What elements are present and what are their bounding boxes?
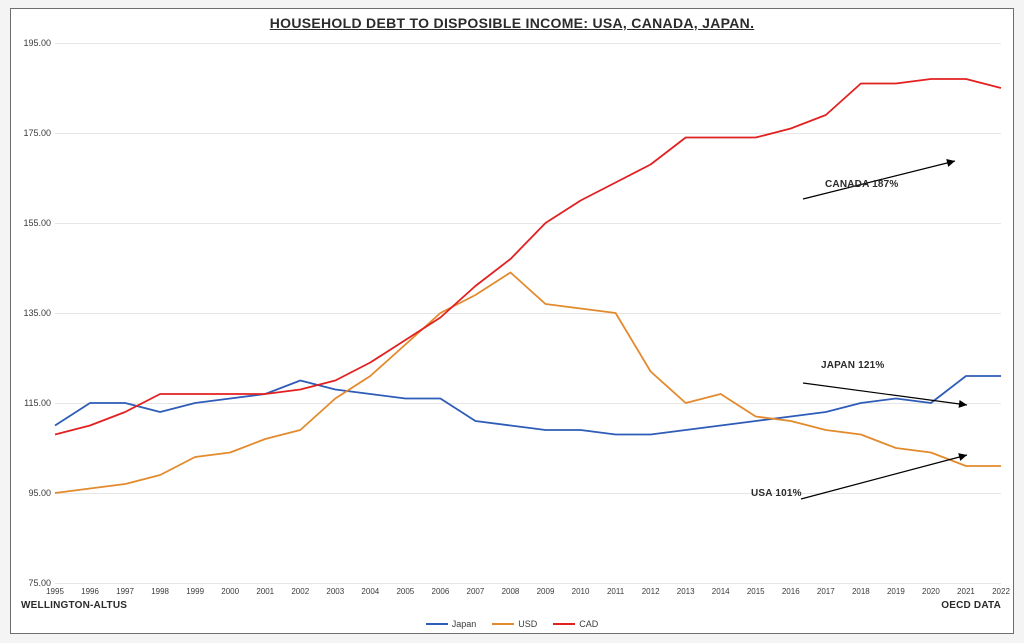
y-tick-label: 95.00 bbox=[17, 488, 51, 498]
x-tick-label: 2004 bbox=[356, 587, 384, 596]
annotation-arrowhead bbox=[946, 159, 955, 167]
x-tick-label: 2013 bbox=[672, 587, 700, 596]
y-tick-label: 135.00 bbox=[17, 308, 51, 318]
x-tick-label: 2007 bbox=[461, 587, 489, 596]
legend-swatch bbox=[553, 623, 575, 625]
legend-swatch bbox=[426, 623, 448, 625]
chart-outer: HOUSEHOLD DEBT TO DISPOSIBLE INCOME: USA… bbox=[10, 8, 1014, 634]
chart-title: HOUSEHOLD DEBT TO DISPOSIBLE INCOME: USA… bbox=[11, 15, 1013, 31]
x-tick-label: 2020 bbox=[917, 587, 945, 596]
y-tick-label: 115.00 bbox=[17, 398, 51, 408]
x-tick-label: 1996 bbox=[76, 587, 104, 596]
x-tick-label: 2003 bbox=[321, 587, 349, 596]
series-cad bbox=[55, 79, 1001, 435]
legend-label: Japan bbox=[452, 619, 477, 629]
legend-swatch bbox=[492, 623, 514, 625]
x-tick-label: 2000 bbox=[216, 587, 244, 596]
x-tick-label: 1999 bbox=[181, 587, 209, 596]
x-tick-label: 2015 bbox=[742, 587, 770, 596]
x-tick-label: 2018 bbox=[847, 587, 875, 596]
annotation-arrowhead bbox=[958, 453, 967, 461]
x-tick-label: 2017 bbox=[812, 587, 840, 596]
legend-item-usd: USD bbox=[492, 619, 537, 629]
y-tick-label: 155.00 bbox=[17, 218, 51, 228]
x-tick-label: 2014 bbox=[707, 587, 735, 596]
y-tick-label: 195.00 bbox=[17, 38, 51, 48]
y-tick-label: 175.00 bbox=[17, 128, 51, 138]
legend-item-cad: CAD bbox=[553, 619, 598, 629]
series-japan bbox=[55, 376, 1001, 435]
x-tick-label: 2019 bbox=[882, 587, 910, 596]
footnote-left: WELLINGTON-ALTUS bbox=[21, 600, 127, 611]
x-tick-label: 2006 bbox=[426, 587, 454, 596]
x-tick-label: 2011 bbox=[602, 587, 630, 596]
x-tick-label: 1995 bbox=[41, 587, 69, 596]
x-tick-label: 2022 bbox=[987, 587, 1015, 596]
gridline bbox=[55, 583, 1001, 584]
x-tick-label: 2021 bbox=[952, 587, 980, 596]
legend-label: USD bbox=[518, 619, 537, 629]
x-tick-label: 2005 bbox=[391, 587, 419, 596]
x-tick-label: 2012 bbox=[637, 587, 665, 596]
plot-area bbox=[55, 43, 1001, 583]
x-tick-label: 2002 bbox=[286, 587, 314, 596]
annotation-label: CANADA 187% bbox=[825, 179, 899, 190]
x-tick-label: 2008 bbox=[496, 587, 524, 596]
x-tick-label: 2010 bbox=[567, 587, 595, 596]
plot-svg bbox=[55, 43, 1001, 583]
x-tick-label: 1998 bbox=[146, 587, 174, 596]
x-tick-label: 2016 bbox=[777, 587, 805, 596]
footnote-right: OECD DATA bbox=[941, 600, 1001, 611]
annotation-label: USA 101% bbox=[751, 488, 802, 499]
x-tick-label: 1997 bbox=[111, 587, 139, 596]
x-tick-label: 2009 bbox=[532, 587, 560, 596]
legend-label: CAD bbox=[579, 619, 598, 629]
annotation-label: JAPAN 121% bbox=[821, 360, 885, 371]
x-tick-label: 2001 bbox=[251, 587, 279, 596]
legend-item-japan: Japan bbox=[426, 619, 477, 629]
annotation-arrowhead bbox=[959, 400, 967, 408]
annotation-arrow bbox=[801, 455, 967, 499]
series-usd bbox=[55, 273, 1001, 494]
legend: Japan USD CAD bbox=[11, 617, 1013, 629]
